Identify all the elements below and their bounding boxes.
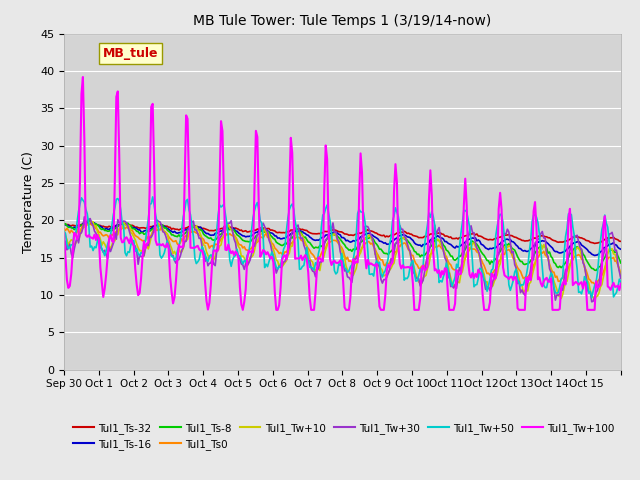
Tul1_Ts-8 bbox=[592, 267, 600, 273]
Tul1_Tw+30 bbox=[98, 246, 106, 252]
Tul1_Ts-32 bbox=[60, 221, 68, 227]
Tul1_Ts-32 bbox=[541, 234, 549, 240]
Tul1_Ts-32 bbox=[89, 220, 97, 226]
Tul1_Tw+30 bbox=[616, 269, 623, 275]
Tul1_Tw+50 bbox=[97, 240, 104, 245]
Tul1_Ts-16 bbox=[616, 246, 623, 252]
Tul1_Tw+50 bbox=[616, 276, 623, 282]
Tul1_Ts-8 bbox=[60, 222, 68, 228]
Tul1_Tw+100 bbox=[617, 281, 625, 287]
Tul1_Tw+100 bbox=[60, 230, 68, 236]
Text: MB_tule: MB_tule bbox=[103, 47, 159, 60]
Tul1_Ts-32 bbox=[617, 239, 625, 244]
Line: Tul1_Tw+100: Tul1_Tw+100 bbox=[64, 77, 621, 310]
Line: Tul1_Tw+50: Tul1_Tw+50 bbox=[64, 197, 621, 298]
Tul1_Tw+10 bbox=[348, 269, 356, 275]
Tul1_Ts-16 bbox=[79, 220, 87, 226]
Tul1_Tw+30 bbox=[617, 276, 625, 281]
Tul1_Tw+100 bbox=[543, 275, 550, 281]
Tul1_Tw+10 bbox=[541, 244, 549, 250]
Tul1_Tw+30 bbox=[458, 256, 466, 262]
Line: Tul1_Ts-16: Tul1_Ts-16 bbox=[64, 222, 621, 255]
Tul1_Ts-8 bbox=[616, 256, 623, 262]
Tul1_Ts0 bbox=[85, 221, 93, 227]
Tul1_Tw+100 bbox=[239, 307, 246, 313]
Tul1_Ts0 bbox=[592, 283, 600, 288]
Tul1_Ts0 bbox=[541, 252, 549, 258]
Tul1_Ts-32 bbox=[458, 235, 466, 240]
Tul1_Tw+100 bbox=[460, 204, 468, 210]
Tul1_Ts0 bbox=[458, 259, 466, 264]
Tul1_Ts-8 bbox=[458, 250, 466, 256]
Tul1_Tw+50 bbox=[149, 194, 157, 200]
Tul1_Tw+100 bbox=[79, 74, 87, 80]
Tul1_Tw+10 bbox=[79, 225, 87, 230]
Line: Tul1_Ts-8: Tul1_Ts-8 bbox=[64, 221, 621, 270]
Tul1_Ts-32 bbox=[98, 224, 106, 229]
Tul1_Ts-8 bbox=[98, 227, 106, 232]
Tul1_Ts0 bbox=[348, 259, 356, 265]
Tul1_Tw+50 bbox=[458, 220, 466, 226]
Tul1_Ts-8 bbox=[541, 244, 549, 250]
Tul1_Ts-32 bbox=[591, 240, 598, 246]
Tul1_Ts-16 bbox=[348, 239, 356, 244]
Tul1_Tw+30 bbox=[348, 279, 356, 285]
Tul1_Tw+10 bbox=[458, 269, 466, 275]
Tul1_Tw+10 bbox=[617, 274, 625, 280]
Tul1_Tw+50 bbox=[60, 228, 68, 234]
Tul1_Ts-16 bbox=[591, 252, 598, 258]
Tul1_Tw+100 bbox=[616, 288, 623, 293]
Tul1_Tw+10 bbox=[60, 228, 68, 233]
Tul1_Tw+30 bbox=[541, 235, 549, 241]
Tul1_Ts-16 bbox=[617, 246, 625, 252]
Tul1_Tw+10 bbox=[616, 267, 623, 273]
Tul1_Tw+10 bbox=[98, 242, 106, 248]
Tul1_Tw+30 bbox=[60, 243, 68, 249]
Tul1_Ts-8 bbox=[617, 260, 625, 266]
Tul1_Ts-8 bbox=[85, 218, 93, 224]
Tul1_Ts-8 bbox=[79, 222, 87, 228]
Tul1_Tw+100 bbox=[349, 256, 357, 262]
Y-axis label: Temperature (C): Temperature (C) bbox=[22, 151, 35, 252]
Tul1_Ts-16 bbox=[86, 219, 94, 225]
Tul1_Ts0 bbox=[79, 222, 87, 228]
Tul1_Ts0 bbox=[617, 271, 625, 277]
Line: Tul1_Ts-32: Tul1_Ts-32 bbox=[64, 223, 621, 243]
Line: Tul1_Ts0: Tul1_Ts0 bbox=[64, 224, 621, 286]
Tul1_Ts-16 bbox=[458, 241, 466, 247]
Tul1_Tw+10 bbox=[591, 297, 598, 303]
Line: Tul1_Tw+30: Tul1_Tw+30 bbox=[64, 217, 621, 302]
Tul1_Tw+50 bbox=[79, 197, 87, 203]
Tul1_Tw+50 bbox=[588, 295, 596, 300]
Tul1_Ts-32 bbox=[348, 232, 356, 238]
Tul1_Ts0 bbox=[60, 226, 68, 231]
Line: Tul1_Tw+10: Tul1_Tw+10 bbox=[64, 221, 621, 300]
Tul1_Ts-16 bbox=[98, 224, 106, 230]
Tul1_Ts0 bbox=[616, 266, 623, 272]
Legend: Tul1_Ts-32, Tul1_Ts-16, Tul1_Ts-8, Tul1_Ts0, Tul1_Tw+10, Tul1_Tw+30, Tul1_Tw+50,: Tul1_Ts-32, Tul1_Ts-16, Tul1_Ts-8, Tul1_… bbox=[69, 419, 619, 454]
Tul1_Tw+50 bbox=[348, 262, 356, 268]
Tul1_Ts-16 bbox=[541, 238, 549, 244]
Tul1_Ts0 bbox=[98, 232, 106, 238]
Tul1_Tw+30 bbox=[588, 299, 596, 305]
Tul1_Ts-32 bbox=[616, 238, 623, 244]
Title: MB Tule Tower: Tule Temps 1 (3/19/14-now): MB Tule Tower: Tule Temps 1 (3/19/14-now… bbox=[193, 14, 492, 28]
Tul1_Tw+50 bbox=[541, 285, 549, 290]
Tul1_Ts-16 bbox=[60, 221, 68, 227]
Tul1_Tw+100 bbox=[98, 279, 106, 285]
Tul1_Tw+50 bbox=[617, 279, 625, 285]
Tul1_Tw+100 bbox=[81, 137, 88, 143]
Tul1_Ts-32 bbox=[79, 222, 87, 228]
Tul1_Ts-8 bbox=[348, 249, 356, 254]
Tul1_Tw+30 bbox=[79, 225, 87, 231]
Tul1_Tw+30 bbox=[81, 214, 88, 220]
Tul1_Tw+10 bbox=[88, 218, 95, 224]
